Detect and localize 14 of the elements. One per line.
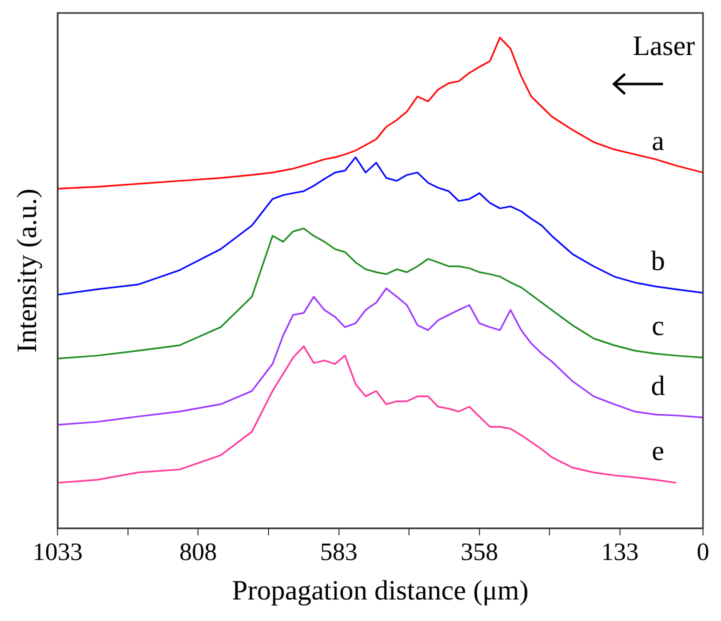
x-axis-title: Propagation distance (μm) (232, 576, 529, 607)
series-label: d (651, 370, 665, 402)
x-tick-label: 1033 (32, 538, 83, 566)
x-tick-label: 0 (696, 538, 710, 566)
x-tick-label: 358 (460, 538, 498, 566)
annotation: Laser (632, 31, 696, 62)
y-axis-title: Intensity (a.u.) (12, 188, 44, 353)
series-label: e (652, 436, 664, 468)
series-label: a (652, 126, 665, 157)
series-label: b (651, 246, 665, 278)
x-tick-label: 583 (320, 538, 358, 566)
series-label: c (652, 310, 664, 342)
x-tick-label: 808 (179, 538, 217, 566)
x-tick-label: 133 (601, 538, 639, 566)
